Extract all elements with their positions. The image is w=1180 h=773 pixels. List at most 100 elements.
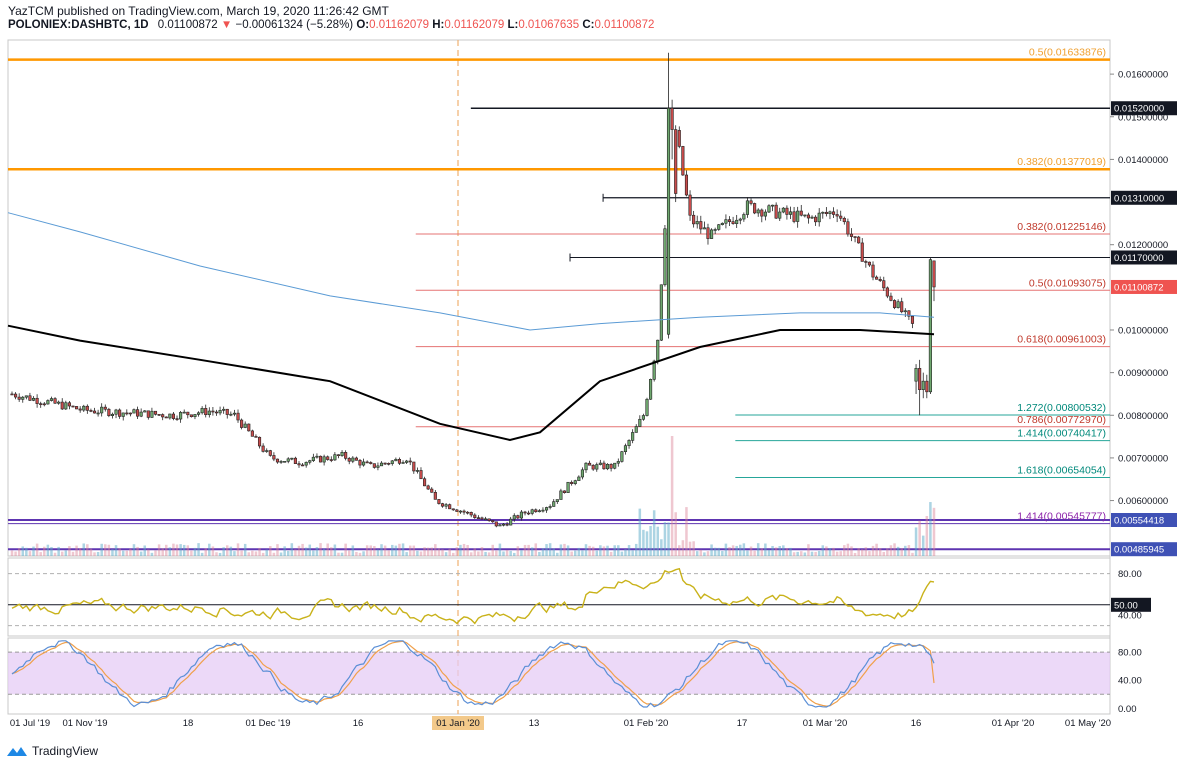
volume-bar [172, 543, 175, 556]
volume-bar [233, 551, 236, 556]
volume-bar [290, 543, 294, 556]
volume-bar [466, 544, 469, 556]
volume-bar [810, 551, 814, 556]
volume-bar [358, 552, 362, 556]
candle-body [351, 457, 355, 462]
volume-bar [168, 547, 172, 556]
stoch-tick-label: 80.00 [1118, 648, 1142, 659]
price-tick-label: 0.01000000 [1118, 325, 1168, 336]
candle-body [631, 432, 635, 441]
volume-bar [889, 545, 893, 556]
volume-bar [111, 549, 114, 556]
candle-body [914, 368, 918, 382]
level-label: 1.272(0.00800532) [1017, 402, 1106, 414]
candle-body [125, 412, 129, 415]
time-tick-label: 17 [737, 718, 748, 729]
volume-bar [319, 543, 322, 556]
candle-body [175, 418, 179, 420]
candle-body [118, 409, 122, 417]
volume-bar [595, 550, 599, 556]
time-tick-label: 18 [183, 718, 194, 729]
candle-body [437, 499, 441, 504]
volume-bar [276, 544, 279, 556]
candle-body [623, 445, 628, 452]
price-tag-label: 0.00554418 [1114, 516, 1164, 527]
volume-bar [57, 546, 60, 556]
candle-body [265, 450, 269, 452]
candle-body [82, 405, 86, 411]
candle-body [21, 396, 25, 400]
volume-bar [573, 550, 577, 556]
volume-bar [570, 551, 573, 556]
candle-body [168, 413, 172, 419]
volume-bar [756, 543, 760, 556]
volume-bar [118, 548, 121, 556]
volume-bar [835, 551, 839, 556]
candle-body [788, 211, 793, 215]
volume-bar [652, 510, 656, 556]
volume-bar [520, 550, 523, 556]
volume-bar [814, 551, 817, 556]
candle-body [92, 410, 97, 414]
volume-bar [502, 551, 505, 556]
volume-bar [107, 544, 111, 556]
candle-body [57, 401, 61, 404]
price-pane [7, 39, 1111, 557]
candle-body [397, 458, 402, 464]
candle-body [164, 416, 168, 419]
volume-bar [304, 547, 308, 556]
volume-bar [129, 548, 132, 556]
candle-body [645, 398, 649, 416]
candle-body [681, 146, 685, 176]
candle-body [849, 233, 854, 237]
volume-bar [272, 552, 276, 556]
volume-bar [620, 551, 624, 556]
candle-body [64, 402, 68, 410]
volume-bar [455, 547, 459, 556]
tradingview-brand: TradingView [6, 744, 98, 758]
volume-bar [706, 551, 710, 556]
volume-bar [566, 545, 570, 556]
candle-body [677, 130, 681, 147]
last-price: 0.01100872 [157, 19, 218, 31]
volume-bar [778, 546, 781, 556]
time-tick-label: 01 Nov '19 [62, 718, 107, 729]
volume-bar [774, 547, 778, 556]
volume-bar [638, 508, 642, 556]
candle-body [512, 515, 516, 520]
volume-bar [165, 544, 168, 556]
time-tick-label: 01 Jan '20 [436, 718, 480, 729]
candle-body [487, 518, 491, 521]
candle-body [889, 295, 893, 301]
volume-bar [64, 550, 68, 556]
rsi-tag-bg [1111, 597, 1151, 612]
volume-bar [301, 543, 304, 556]
volume-bar [261, 552, 265, 556]
candle-body [214, 411, 219, 414]
price-tag-bg [1111, 279, 1177, 294]
candle-body [580, 469, 584, 478]
candle-body [649, 379, 653, 400]
volume-bar [136, 546, 139, 556]
volume-bar [243, 543, 247, 556]
volume-bar [286, 550, 290, 556]
volume-bar [803, 552, 807, 556]
volume-bar [710, 544, 713, 556]
candle-body [541, 509, 545, 512]
volume-bar [843, 545, 846, 556]
high-value: 0.01162079 [444, 19, 505, 31]
volume-bar [121, 550, 125, 556]
candle-body [31, 397, 36, 401]
volume-bar [642, 529, 645, 556]
volume-bar [477, 551, 480, 556]
price-tag-label: 0.01310000 [1114, 193, 1164, 204]
candle-body [132, 409, 136, 414]
candle-body [469, 512, 473, 516]
volume-bar [154, 550, 157, 556]
candle-body [799, 210, 803, 216]
time-highlight-bg [432, 716, 484, 730]
price-tick-label: 0.01600000 [1118, 70, 1168, 81]
volume-bar [25, 547, 28, 556]
